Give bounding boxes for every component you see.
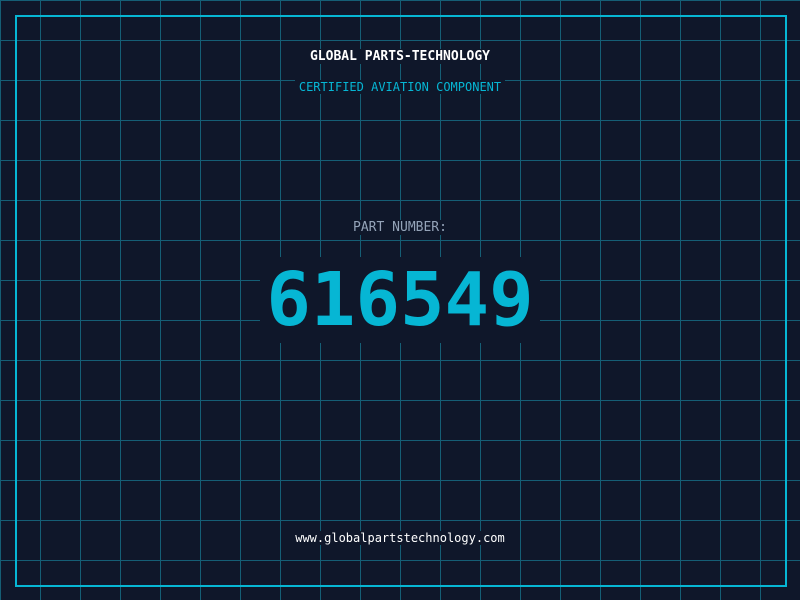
website-link[interactable]: www.globalpartstechnology.com [0,531,800,545]
company-name-text: GLOBAL PARTS-TECHNOLOGY [305,49,494,64]
part-number-label-text: PART NUMBER: [349,220,451,235]
part-number: 616549 [0,257,800,343]
part-number-label: PART NUMBER: [0,220,800,235]
border-frame [15,15,787,587]
company-name: GLOBAL PARTS-TECHNOLOGY [0,49,800,64]
part-number-value: 616549 [260,257,540,343]
subtitle-text: CERTIFIED AVIATION COMPONENT [294,80,506,94]
website-link-text[interactable]: www.globalpartstechnology.com [291,531,509,545]
subtitle: CERTIFIED AVIATION COMPONENT [0,80,800,94]
